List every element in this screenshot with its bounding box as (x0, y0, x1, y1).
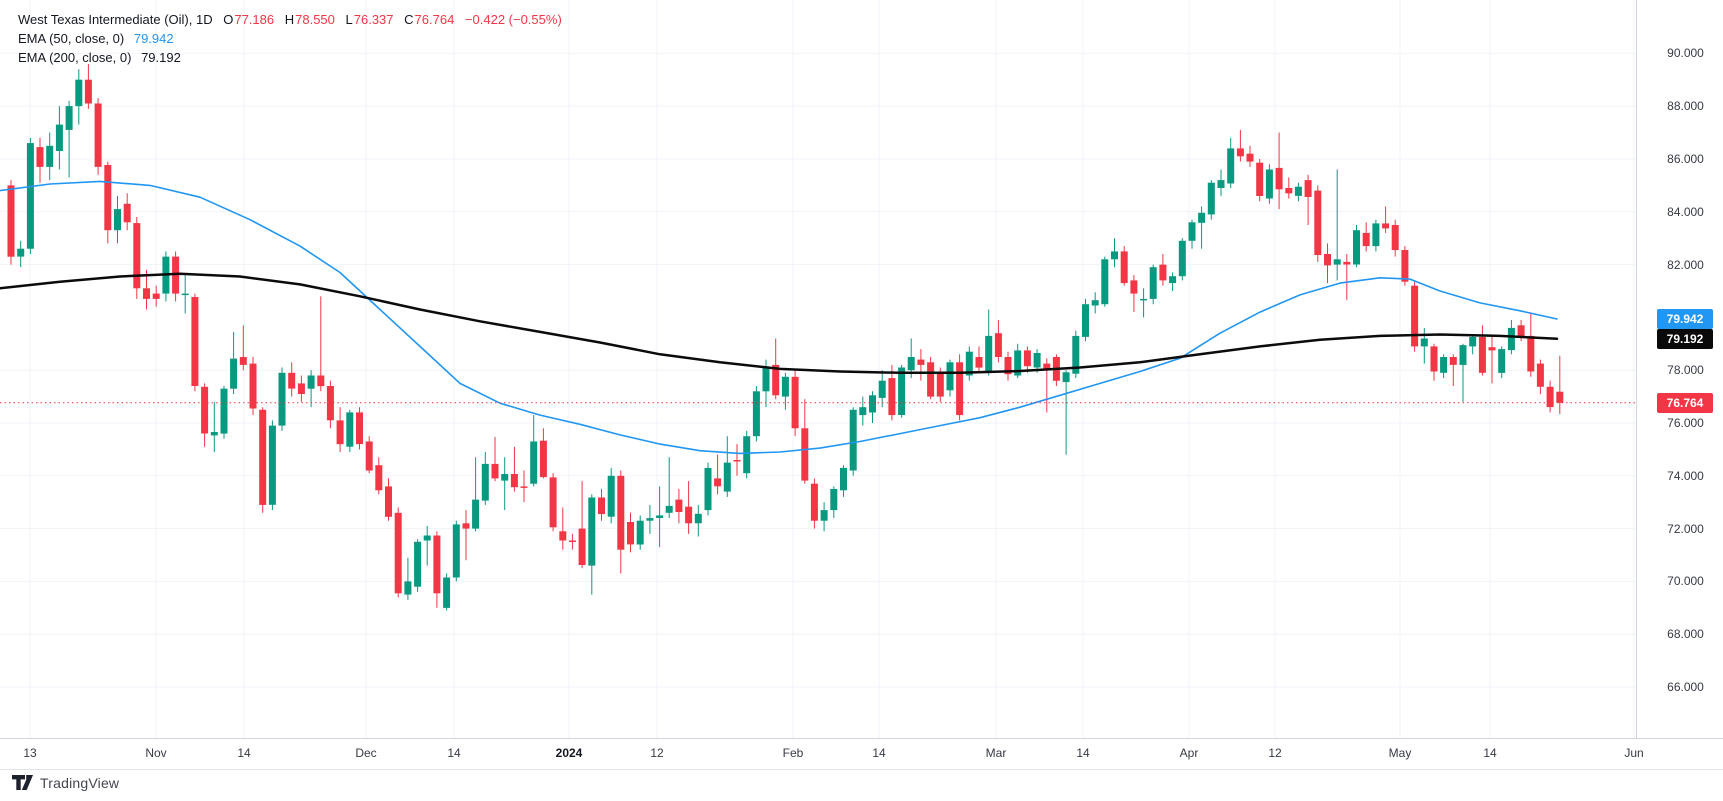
price-badge: 79.192 (1657, 328, 1713, 349)
close-value: 76.764 (414, 12, 455, 27)
time-tick-label: 12 (650, 746, 664, 760)
chart-plot-area[interactable] (0, 0, 1636, 738)
time-tick-label: Dec (355, 746, 377, 760)
price-tick-label: 70.000 (1667, 574, 1704, 589)
price-tick-label: 72.000 (1667, 521, 1704, 536)
price-tick-label: 66.000 (1667, 680, 1704, 695)
price-badge: 79.942 (1657, 308, 1713, 329)
price-tick-label: 74.000 (1667, 468, 1704, 483)
time-tick-label: Feb (782, 746, 804, 760)
time-tick-label: Mar (985, 746, 1007, 760)
time-tick-label: 14 (447, 746, 461, 760)
tradingview-logo-icon (12, 775, 33, 790)
price-tick-label: 86.000 (1667, 151, 1704, 166)
time-tick-label: May (1388, 746, 1412, 760)
price-tick-label: 84.000 (1667, 204, 1704, 219)
time-tick-label: 14 (237, 746, 251, 760)
price-tick-label: 82.000 (1667, 257, 1704, 272)
open-value: 77.186 (234, 12, 275, 27)
time-tick-label: 14 (1483, 746, 1497, 760)
time-tick-label: Apr (1179, 746, 1199, 760)
indicator-label: EMA (200, close, 0) (18, 50, 132, 65)
high-label: H (284, 12, 295, 27)
tradingview-watermark[interactable]: TradingView (12, 775, 119, 791)
symbol-legend-row[interactable]: West Texas Intermediate (Oil), 1D O77.18… (18, 10, 562, 29)
legend: West Texas Intermediate (Oil), 1D O77.18… (18, 10, 562, 67)
price-axis[interactable]: 90.000 88.000 86.000 84.000 82.000 78.000 76.0… (1636, 0, 1723, 738)
indicator-row-ema200[interactable]: EMA (200, close, 0) 79.192 (18, 48, 562, 67)
low-value: 76.337 (353, 12, 394, 27)
close-label: C (404, 12, 414, 27)
indicator-value: 79.192 (141, 50, 181, 65)
time-tick-label: 14 (1076, 746, 1090, 760)
time-tick-label: Nov (145, 746, 167, 760)
symbol-title[interactable]: West Texas Intermediate (Oil), 1D (18, 12, 213, 27)
indicator-value: 79.942 (133, 31, 174, 46)
price-badge: 76.764 (1657, 392, 1713, 413)
tradingview-wordmark: TradingView (40, 775, 120, 791)
time-tick-label: 2024 (555, 746, 583, 760)
time-tick-label: 13 (23, 746, 37, 760)
time-axis[interactable]: 13 Nov 14 Dec 14 2024 12 Feb 14 Mar 14 Apr 12 May 14 Ju… (0, 738, 1723, 770)
price-tick-label: 68.000 (1667, 627, 1704, 642)
indicator-label: EMA (50, close, 0) (18, 31, 125, 46)
high-value: 78.550 (295, 12, 335, 27)
price-tick-label: 76.000 (1667, 415, 1704, 430)
price-tick-label: 78.000 (1667, 363, 1704, 378)
time-tick-label: 12 (1268, 746, 1282, 760)
open-label: O (223, 12, 234, 27)
price-tick-label: 90.000 (1667, 46, 1704, 61)
low-label: L (345, 12, 353, 27)
price-tick-label: 88.000 (1667, 99, 1704, 114)
time-tick-label: 14 (872, 746, 886, 760)
indicator-row-ema50[interactable]: EMA (50, close, 0) 79.942 (18, 29, 562, 48)
price-chart[interactable] (0, 0, 1636, 738)
time-tick-label: Jun (1624, 746, 1644, 760)
ohlc-values: O77.186 H78.550 L76.337 C76.764 (216, 12, 458, 27)
change-value: −0.422 (−0.55%) (464, 12, 562, 27)
